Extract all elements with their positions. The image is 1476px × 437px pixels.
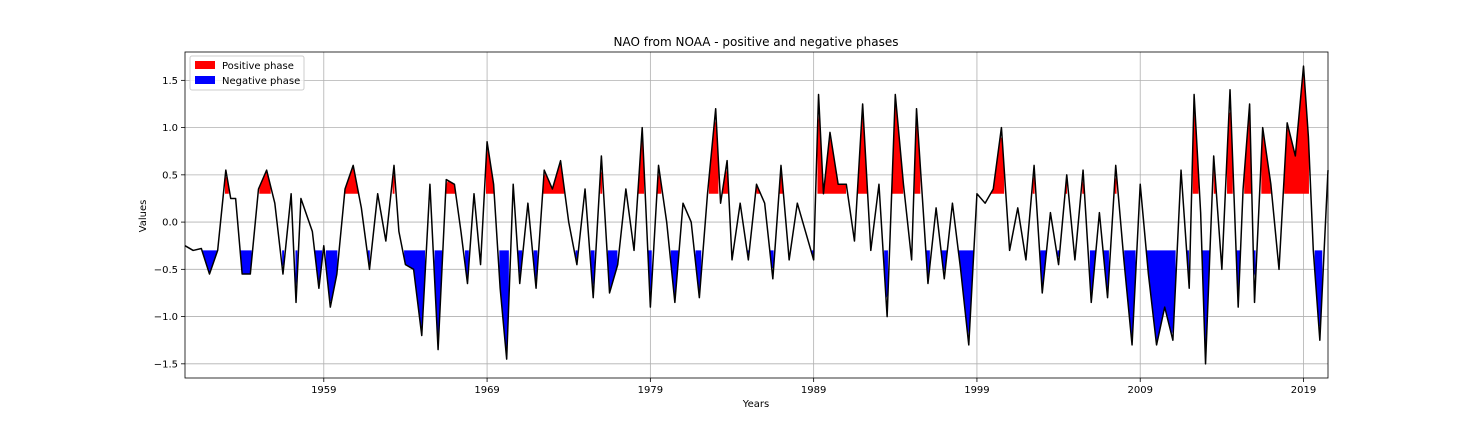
x-tick-label: 2009 bbox=[1127, 385, 1152, 396]
positive-phase-fill bbox=[990, 135, 1005, 194]
negative-phase-fill bbox=[404, 250, 426, 332]
positive-phase-fill bbox=[1192, 104, 1199, 194]
x-tick-label: 1979 bbox=[638, 385, 663, 396]
positive-phase-fill bbox=[857, 113, 867, 194]
positive-phase-fill bbox=[657, 171, 662, 194]
y-tick-label: −1.5 bbox=[154, 359, 178, 370]
positive-phase-fill bbox=[485, 147, 494, 194]
negative-phase-fill bbox=[884, 250, 888, 299]
nao-series-line bbox=[184, 65, 1329, 365]
negative-phase-fill bbox=[1202, 250, 1210, 350]
grid-lines bbox=[185, 52, 1328, 378]
negative-phase-fill bbox=[518, 250, 523, 279]
negative-phase-fill bbox=[434, 250, 443, 344]
positive-phase-fill bbox=[1284, 69, 1309, 194]
axis-ticks: 1959 1969 1979 1989 1999 2009 2019 −1.5 −1.0 −0.5… bbox=[154, 76, 1317, 396]
negative-phase-fill bbox=[202, 250, 218, 274]
legend-label-negative: Negative phase bbox=[222, 76, 300, 87]
positive-phase-fill bbox=[817, 111, 847, 194]
negative-phase-fill bbox=[1253, 250, 1256, 280]
positive-phase-fill bbox=[225, 176, 229, 194]
positive-phase-fill bbox=[708, 120, 719, 194]
positive-phase-fill bbox=[543, 161, 565, 194]
negative-phase-fill bbox=[295, 250, 298, 291]
negative-phase-fill bbox=[465, 250, 469, 280]
phase-fills bbox=[202, 69, 1323, 352]
y-axis-label: Values bbox=[138, 200, 149, 233]
y-tick-label: 1.0 bbox=[162, 123, 178, 134]
y-tick-label: 0.0 bbox=[162, 218, 178, 229]
x-tick-label: 1999 bbox=[964, 385, 989, 396]
x-tick-label: 1959 bbox=[311, 385, 336, 396]
y-tick-label: −1.0 bbox=[154, 312, 178, 323]
x-tick-label: 1969 bbox=[474, 385, 499, 396]
y-tick-label: 0.5 bbox=[162, 170, 178, 181]
y-tick-label: −0.5 bbox=[154, 265, 178, 276]
legend-swatch-positive bbox=[195, 61, 215, 69]
negative-phase-fill bbox=[1089, 250, 1096, 297]
series-line-layer bbox=[184, 65, 1329, 365]
negative-phase-fill bbox=[1314, 250, 1323, 329]
negative-phase-fill bbox=[499, 250, 509, 352]
x-tick-label: 1989 bbox=[801, 385, 826, 396]
positive-phase-fill bbox=[345, 166, 359, 194]
legend-label-positive: Positive phase bbox=[222, 61, 294, 72]
x-axis-label: Years bbox=[742, 399, 769, 410]
positive-phase-fill bbox=[1261, 131, 1271, 194]
positive-phase-fill bbox=[1114, 174, 1117, 194]
negative-phase-fill bbox=[240, 250, 252, 275]
negative-phase-fill bbox=[670, 250, 679, 300]
plot-frame bbox=[184, 51, 1329, 379]
y-tick-label: 1.5 bbox=[162, 76, 178, 87]
chart-title: NAO from NOAA - positive and negative ph… bbox=[614, 35, 899, 49]
legend-swatch-negative bbox=[195, 76, 215, 84]
legend-box bbox=[189, 55, 305, 91]
positive-phase-fill bbox=[1032, 173, 1035, 194]
negative-phase-fill bbox=[607, 250, 618, 293]
legend: Positive phase Negative phase bbox=[189, 55, 305, 91]
x-tick-label: 2019 bbox=[1291, 385, 1316, 396]
